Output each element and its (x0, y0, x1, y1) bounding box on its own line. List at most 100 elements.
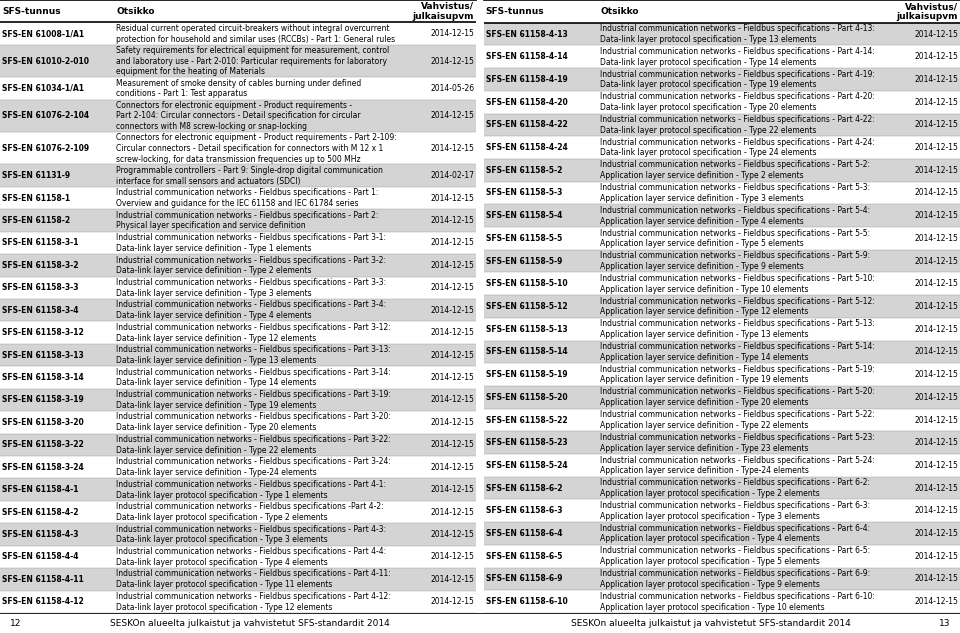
Text: 2014-12-15: 2014-12-15 (430, 553, 474, 561)
Bar (0, 568, 476, 591)
Bar (484, 545, 960, 568)
Bar (484, 227, 960, 250)
Text: Industrial communication networks - Fieldbus specifications - Part 5-22:
Applica: Industrial communication networks - Fiel… (600, 410, 875, 430)
Text: SFS-EN 61158-3-2: SFS-EN 61158-3-2 (2, 261, 79, 270)
Bar (484, 591, 960, 613)
Text: SFS-EN 61034-1/A1: SFS-EN 61034-1/A1 (2, 84, 84, 93)
Bar (484, 386, 960, 409)
Text: 2014-12-15: 2014-12-15 (430, 216, 474, 225)
Text: 2014-12-15: 2014-12-15 (914, 97, 958, 107)
Text: 2014-12-15: 2014-12-15 (430, 261, 474, 270)
Text: 2014-12-15: 2014-12-15 (430, 598, 474, 606)
Text: Measurement of smoke density of cables burning under defined
conditions - Part 1: Measurement of smoke density of cables b… (116, 78, 361, 98)
Text: Residual current operated circuit-breakers without integral overcurrent
protecti: Residual current operated circuit-breake… (116, 24, 396, 44)
Text: Industrial communication networks - Fieldbus specifications - Part 4-11:
Data-li: Industrial communication networks - Fiel… (116, 570, 391, 589)
Bar (0, 411, 476, 434)
Text: SFS-EN 61158-3-12: SFS-EN 61158-3-12 (2, 328, 84, 337)
Bar (484, 182, 960, 204)
Bar (484, 477, 960, 499)
Text: SFS-EN 61158-4-24: SFS-EN 61158-4-24 (486, 143, 567, 152)
Text: 2014-12-15: 2014-12-15 (430, 441, 474, 449)
Text: SFS-EN 61158-5-19: SFS-EN 61158-5-19 (486, 370, 567, 379)
Text: 2014-12-15: 2014-12-15 (430, 29, 474, 38)
Bar (484, 272, 960, 295)
Text: 2014-12-15: 2014-12-15 (430, 418, 474, 427)
Bar (484, 341, 960, 363)
Text: Industrial communication networks - Fieldbus specifications - Part 4-3:
Data-lin: Industrial communication networks - Fiel… (116, 525, 386, 544)
Text: Industrial communication networks - Fieldbus specifications - Part 6-2:
Applicat: Industrial communication networks - Fiel… (600, 479, 870, 498)
Text: SFS-EN 61158-6-4: SFS-EN 61158-6-4 (486, 529, 563, 538)
Text: 2014-12-15: 2014-12-15 (914, 461, 958, 470)
Text: SFS-EN 61158-1: SFS-EN 61158-1 (2, 194, 70, 203)
Bar (0, 77, 476, 99)
Text: SFS-EN 61158-3-24: SFS-EN 61158-3-24 (2, 463, 84, 472)
Bar (484, 113, 960, 136)
Text: Industrial communication networks - Fieldbus specifications - Part 3-1:
Data-lin: Industrial communication networks - Fiel… (116, 233, 386, 253)
Text: SFS-EN 61158-4-22: SFS-EN 61158-4-22 (486, 120, 567, 129)
Bar (0, 344, 476, 367)
Bar (484, 91, 960, 113)
Text: Industrial communication networks - Fieldbus specifications - Part 5-5:
Applicat: Industrial communication networks - Fiel… (600, 229, 870, 248)
Bar (484, 0, 960, 23)
Text: 2014-12-15: 2014-12-15 (430, 463, 474, 472)
Text: SFS-EN 61076-2-104: SFS-EN 61076-2-104 (2, 111, 89, 120)
Text: Industrial communication networks - Fieldbus specifications - Part 6-3:
Applicat: Industrial communication networks - Fiel… (600, 501, 870, 521)
Text: 2014-12-15: 2014-12-15 (430, 508, 474, 517)
Text: 2014-12-15: 2014-12-15 (914, 325, 958, 334)
Text: SFS-EN 61158-6-5: SFS-EN 61158-6-5 (486, 552, 563, 561)
Text: Industrial communication networks - Fieldbus specifications - Part 3-2:
Data-lin: Industrial communication networks - Fiel… (116, 256, 386, 275)
Text: Industrial communication networks - Fieldbus specifications - Part 3-3:
Data-lin: Industrial communication networks - Fiel… (116, 278, 386, 298)
Bar (0, 277, 476, 299)
Text: 2014-12-15: 2014-12-15 (430, 284, 474, 292)
Text: Industrial communication networks - Fieldbus specifications - Part 3-12:
Data-li: Industrial communication networks - Fiel… (116, 323, 391, 342)
Text: Industrial communication networks - Fieldbus specifications - Part 6-5:
Applicat: Industrial communication networks - Fiel… (600, 546, 870, 566)
Bar (0, 22, 476, 45)
Text: Vahvistus/
julkaisupvm: Vahvistus/ julkaisupvm (897, 2, 958, 21)
Text: SFS-EN 61158-3-3: SFS-EN 61158-3-3 (2, 284, 79, 292)
Bar (0, 0, 476, 22)
Text: 2014-12-15: 2014-12-15 (914, 529, 958, 538)
Text: Industrial communication networks - Fieldbus specifications - Part 4-19:
Data-li: Industrial communication networks - Fiel… (600, 70, 875, 89)
Text: 2014-02-17: 2014-02-17 (430, 171, 474, 180)
Text: Industrial communication networks - Fieldbus specifications - Part 4-20:
Data-li: Industrial communication networks - Fiel… (600, 92, 875, 112)
Text: SFS-EN 61158-4-2: SFS-EN 61158-4-2 (2, 508, 79, 517)
Text: SFS-EN 61158-5-20: SFS-EN 61158-5-20 (486, 393, 567, 402)
Text: Industrial communication networks - Fieldbus specifications - Part 3-20:
Data-li: Industrial communication networks - Fiel… (116, 413, 391, 432)
Text: 2014-12-15: 2014-12-15 (914, 393, 958, 402)
Text: 2014-12-15: 2014-12-15 (430, 194, 474, 203)
Text: Industrial communication networks - Fieldbus specifications - Part 5-20:
Applica: Industrial communication networks - Fiel… (600, 387, 875, 407)
Text: 2014-12-15: 2014-12-15 (430, 485, 474, 494)
Bar (0, 367, 476, 389)
Bar (0, 389, 476, 411)
Bar (0, 546, 476, 568)
Text: 2014-12-15: 2014-12-15 (430, 239, 474, 248)
Text: 2014-12-15: 2014-12-15 (914, 415, 958, 425)
Text: 2014-12-15: 2014-12-15 (914, 30, 958, 39)
Text: Industrial communication networks - Fieldbus specifications - Part 5-19:
Applica: Industrial communication networks - Fiel… (600, 365, 875, 384)
Bar (484, 363, 960, 386)
Text: Industrial communication networks - Fieldbus specifications - Part 5-4:
Applicat: Industrial communication networks - Fiel… (600, 206, 870, 225)
Text: 2014-12-15: 2014-12-15 (430, 306, 474, 315)
Text: Industrial communication networks - Fieldbus specifications - Part 4-24:
Data-li: Industrial communication networks - Fiel… (600, 138, 875, 158)
Text: SFS-EN 61158-5-13: SFS-EN 61158-5-13 (486, 325, 567, 334)
Bar (0, 456, 476, 479)
Bar (484, 23, 960, 46)
Text: 13: 13 (939, 620, 950, 629)
Text: Industrial communication networks - Fieldbus specifications - Part 6-10:
Applica: Industrial communication networks - Fiel… (600, 592, 875, 611)
Bar (0, 232, 476, 254)
Text: Industrial communication networks - Fieldbus specifications - Part 2:
Physical l: Industrial communication networks - Fiel… (116, 211, 378, 230)
Text: Industrial communication networks - Fieldbus specifications - Part 3-24:
Data-li: Industrial communication networks - Fiel… (116, 458, 391, 477)
Text: SFS-EN 61158-4-20: SFS-EN 61158-4-20 (486, 97, 567, 107)
Text: 2014-12-15: 2014-12-15 (430, 575, 474, 584)
Text: SFS-EN 61158-5-5: SFS-EN 61158-5-5 (486, 234, 562, 243)
Text: 2014-12-15: 2014-12-15 (914, 438, 958, 448)
Text: SFS-EN 61158-4-12: SFS-EN 61158-4-12 (2, 598, 84, 606)
Bar (484, 568, 960, 591)
Text: 2014-12-15: 2014-12-15 (914, 574, 958, 584)
Bar (0, 254, 476, 277)
Text: 2014-12-15: 2014-12-15 (914, 120, 958, 129)
Text: SFS-EN 61158-3-13: SFS-EN 61158-3-13 (2, 351, 84, 360)
Text: SFS-tunnus: SFS-tunnus (486, 7, 544, 16)
Text: Vahvistus/
julkaisupvm: Vahvistus/ julkaisupvm (413, 2, 474, 20)
Text: SFS-EN 61158-5-4: SFS-EN 61158-5-4 (486, 211, 563, 220)
